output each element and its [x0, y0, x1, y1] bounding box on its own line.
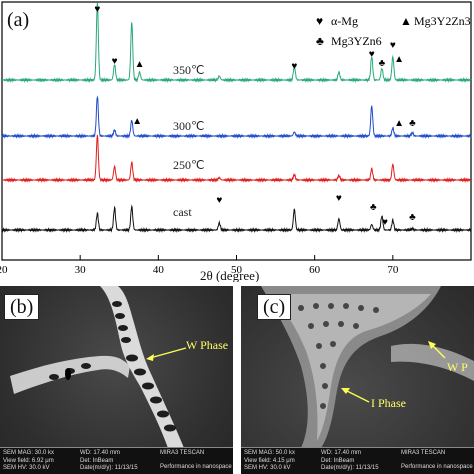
xrd-curve-1	[1, 95, 472, 140]
x-tick-label: 40	[153, 264, 165, 276]
xrd-curve-0	[1, 2, 472, 84]
i-phase-label-c: I Phase	[371, 396, 406, 410]
curve-label-250: 250℃	[173, 158, 204, 172]
legend-mg3y2zn3: Mg3Y2Zn3	[414, 14, 471, 28]
w-phase-label-b: W Phase	[186, 338, 229, 352]
legend-alpha-mg: α-Mg	[331, 14, 358, 28]
triangle-icon: ▲	[394, 118, 404, 129]
x-tick-label: 20	[0, 264, 8, 276]
heart-icon: ♥	[390, 40, 396, 51]
panel-label-a: (a)	[7, 9, 30, 31]
club-icon: ♣	[316, 34, 324, 48]
annotation-arrow-b	[146, 347, 187, 361]
x-axis-label: 2θ (degree)	[200, 268, 259, 282]
xrd-curve-3	[1, 204, 472, 234]
heart-icon: ♥	[112, 56, 118, 67]
panel-label-c: (c)	[257, 294, 292, 320]
heart-icon: ♥	[291, 61, 297, 72]
sem-c-view: View field: 4.15 μm	[244, 458, 295, 464]
plot-frame	[1, 1, 472, 261]
club-icon: ♣	[379, 58, 386, 69]
sem-c-date: Date(m/d/y): 11/13/15	[321, 465, 379, 471]
club-icon: ♣	[409, 212, 416, 223]
sem-c-micrograph	[261, 286, 474, 448]
sem-b-hv: SEM HV: 30.0 kV	[3, 465, 50, 471]
sem-b-wd: WD: 17.40 mm	[80, 450, 121, 456]
x-ticks: 20 30 40 50 60 70	[0, 255, 399, 276]
curve-label-cast: cast	[173, 205, 192, 219]
sem-c-hv: SEM HV: 30.0 kV	[244, 465, 291, 471]
annotation-arrows-c	[341, 341, 446, 403]
triangle-icon: ▲	[132, 116, 142, 127]
xrd-curve-2	[1, 134, 472, 184]
triangle-icon: ▲	[135, 59, 145, 70]
sem-b-date: Date(m/d/y): 11/13/15	[80, 465, 138, 471]
sem-b-view: View field: 6.92 μm	[3, 458, 54, 464]
x-tick-label: 70	[387, 264, 399, 276]
heart-icon: ♥	[382, 217, 388, 228]
w-phase-label-c: W P	[447, 360, 468, 374]
x-tick-label: 50	[231, 264, 243, 276]
triangle-icon: ▲	[400, 14, 412, 28]
sem-b-mag: SEM MAG: 30.0 kx	[3, 450, 55, 456]
x-tick-label: 60	[309, 264, 321, 276]
heart-icon: ♥	[316, 14, 323, 28]
heart-icon: ♥	[369, 49, 375, 60]
sem-c-mag: SEM MAG: 50.0 kx	[244, 450, 296, 456]
sem-c-perf: Performance in nanospace	[401, 464, 473, 470]
club-icon: ♣	[409, 118, 416, 129]
sem-b-brand: MIRA3 TESCAN	[160, 450, 205, 456]
sem-info-bar-c: SEM MAG: 50.0 kx WD: 17.40 mm MIRA3 TESC…	[241, 447, 474, 474]
sem-image-c: W P I Phase (c) SEM MAG: 50.0 kx WD: 17.…	[241, 286, 474, 474]
sem-image-b: W Phase (b) SEM MAG: 30.0 kx WD: 17.40 m…	[0, 286, 233, 474]
club-icon: ♣	[370, 202, 377, 213]
peak-markers: ♥ ♥ ▲ ♥ ♥ ♣ ♥ ▲ ▲ ▲ ♣ ♥ ♥ ♣ ♥ ♣	[94, 4, 416, 228]
sem-c-brand: MIRA3 TESCAN	[401, 450, 446, 456]
heart-icon: ♥	[216, 195, 222, 206]
xrd-panel: ♥♥▲♥♥♣♥▲▲▲♣♥♥♣♥♣ 203040506070 350℃ 300℃ …	[0, 1, 472, 282]
sem-b-perf: Performance in nanospace	[160, 464, 232, 470]
legend-mg3yzn6: Mg3YZn6	[331, 34, 382, 48]
sem-b-det: Det: InBeam	[80, 458, 114, 464]
panel-label-b: (b)	[4, 294, 40, 320]
xrd-curves	[1, 2, 472, 234]
legend: ♥ α-Mg ▲ Mg3Y2Zn3 ♣ Mg3YZn6	[316, 14, 471, 48]
sem-info-bar-b: SEM MAG: 30.0 kx WD: 17.40 mm MIRA3 TESC…	[0, 447, 233, 474]
sem-c-det: Det: InBeam	[321, 458, 355, 464]
xrd-chart: ♥♥▲♥♥♣♥▲▲▲♣♥♥♣♥♣ 203040506070 350℃ 300℃ …	[0, 1, 472, 282]
curve-label-350: 350℃	[173, 63, 204, 77]
sem-c-wd: WD: 17.40 mm	[321, 450, 362, 456]
heart-icon: ♥	[94, 4, 100, 15]
x-tick-label: 30	[75, 264, 87, 276]
triangle-icon: ▲	[394, 54, 404, 65]
heart-icon: ♥	[336, 193, 342, 204]
sem-b-micrograph	[10, 286, 184, 448]
curve-label-300: 300℃	[173, 119, 204, 133]
